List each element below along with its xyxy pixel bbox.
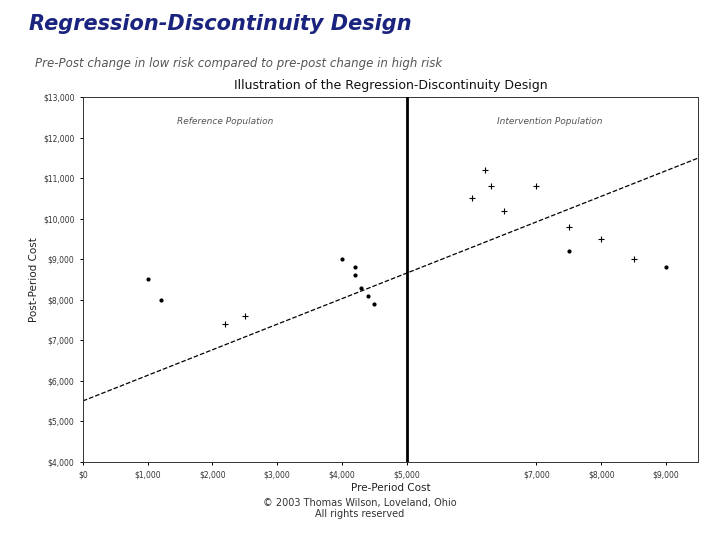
Text: © 2003 Thomas Wilson, Loveland, Ohio
All rights reserved: © 2003 Thomas Wilson, Loveland, Ohio All…	[264, 498, 456, 519]
Text: Reference Population: Reference Population	[177, 117, 274, 126]
Text: Regression-Discontinuity Design: Regression-Discontinuity Design	[29, 14, 411, 33]
X-axis label: Pre-Period Cost: Pre-Period Cost	[351, 483, 431, 493]
Text: Pre-Post change in low risk compared to pre-post change in high risk: Pre-Post change in low risk compared to …	[35, 57, 441, 70]
Title: Illustration of the Regression-Discontinuity Design: Illustration of the Regression-Discontin…	[234, 79, 547, 92]
Text: Intervention Population: Intervention Population	[497, 117, 602, 126]
Y-axis label: Post-Period Cost: Post-Period Cost	[29, 237, 39, 322]
